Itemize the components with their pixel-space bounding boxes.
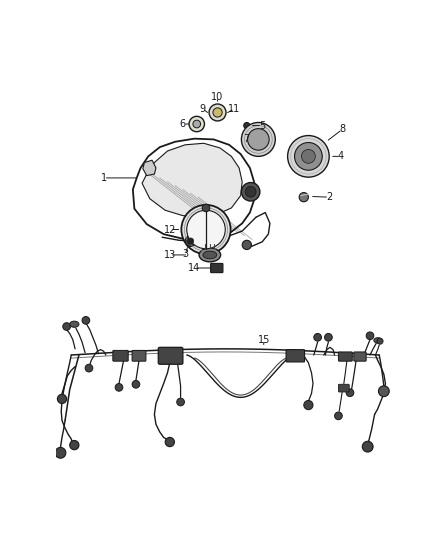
Circle shape xyxy=(241,182,260,201)
FancyBboxPatch shape xyxy=(286,350,304,362)
Text: 14: 14 xyxy=(188,263,201,273)
Circle shape xyxy=(63,322,71,330)
Text: 6: 6 xyxy=(180,119,186,129)
Circle shape xyxy=(185,236,196,246)
FancyBboxPatch shape xyxy=(132,350,146,361)
Text: 7: 7 xyxy=(244,134,250,144)
Circle shape xyxy=(288,135,329,177)
Circle shape xyxy=(301,149,315,163)
Circle shape xyxy=(325,334,332,341)
Text: 8: 8 xyxy=(339,124,345,134)
Circle shape xyxy=(177,398,184,406)
FancyBboxPatch shape xyxy=(211,263,223,273)
FancyBboxPatch shape xyxy=(339,352,352,361)
Circle shape xyxy=(57,394,67,403)
Ellipse shape xyxy=(374,338,381,343)
Circle shape xyxy=(366,332,374,340)
Circle shape xyxy=(241,123,276,156)
Circle shape xyxy=(181,205,231,254)
Text: 11: 11 xyxy=(228,103,240,114)
Circle shape xyxy=(378,386,389,397)
Circle shape xyxy=(115,384,123,391)
Circle shape xyxy=(193,120,201,128)
Circle shape xyxy=(244,123,250,128)
Circle shape xyxy=(245,187,256,197)
Ellipse shape xyxy=(203,251,217,259)
Text: 3: 3 xyxy=(182,249,188,259)
FancyBboxPatch shape xyxy=(158,348,183,364)
Text: 9: 9 xyxy=(199,103,205,114)
Circle shape xyxy=(85,364,93,372)
FancyBboxPatch shape xyxy=(113,350,128,361)
Polygon shape xyxy=(143,160,156,175)
Circle shape xyxy=(132,381,140,388)
Circle shape xyxy=(187,238,194,244)
Text: 12: 12 xyxy=(164,224,176,235)
Circle shape xyxy=(189,116,205,132)
Circle shape xyxy=(346,389,354,397)
Text: 5: 5 xyxy=(259,120,265,131)
Circle shape xyxy=(314,334,321,341)
Circle shape xyxy=(165,438,174,447)
Text: 1: 1 xyxy=(101,173,106,183)
Circle shape xyxy=(55,447,66,458)
Circle shape xyxy=(242,240,251,249)
FancyBboxPatch shape xyxy=(339,384,349,392)
Ellipse shape xyxy=(70,321,79,327)
Text: 4: 4 xyxy=(338,151,344,161)
Circle shape xyxy=(187,210,225,249)
Ellipse shape xyxy=(199,248,221,262)
Circle shape xyxy=(202,204,210,212)
Circle shape xyxy=(335,412,342,419)
Text: 13: 13 xyxy=(164,250,176,260)
Text: 15: 15 xyxy=(258,335,270,345)
Circle shape xyxy=(247,128,269,150)
Text: 2: 2 xyxy=(326,192,332,202)
Circle shape xyxy=(209,104,226,121)
Circle shape xyxy=(377,338,383,344)
FancyBboxPatch shape xyxy=(354,352,366,361)
Circle shape xyxy=(70,440,79,450)
Polygon shape xyxy=(142,143,242,216)
Circle shape xyxy=(213,108,222,117)
Circle shape xyxy=(304,400,313,410)
Circle shape xyxy=(82,317,90,324)
Text: 10: 10 xyxy=(212,92,224,102)
Circle shape xyxy=(299,192,308,202)
Circle shape xyxy=(362,441,373,452)
Circle shape xyxy=(294,142,322,170)
